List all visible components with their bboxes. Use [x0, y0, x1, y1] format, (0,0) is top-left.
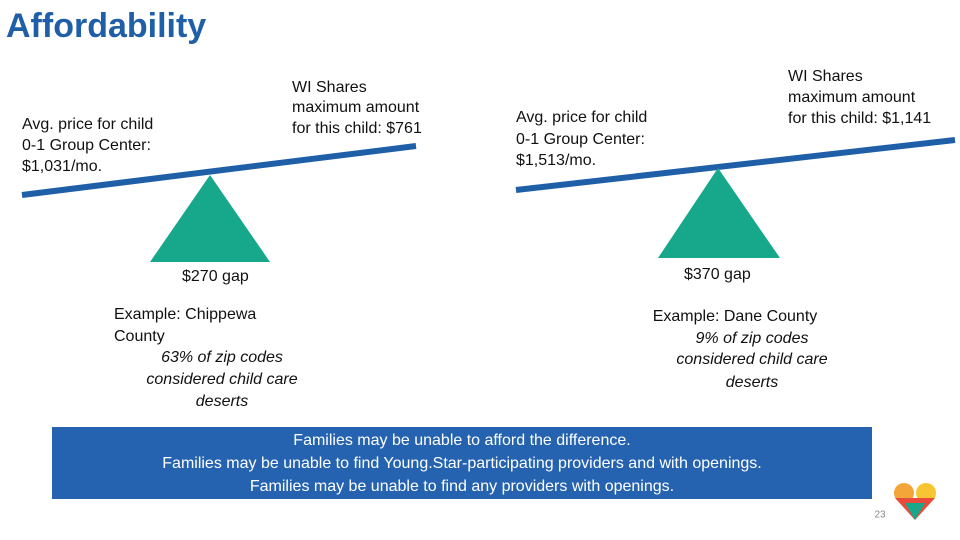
price-label: $1,031/mo.	[22, 158, 102, 175]
shares-label: for this child: $761	[292, 120, 422, 137]
stat: 63% of zip codes	[161, 349, 283, 366]
shares-label: for this child: $1,141	[788, 110, 931, 127]
shares-label: maximum amount	[292, 99, 420, 116]
gap-label: $370 gap	[684, 266, 751, 283]
beam	[515, 137, 956, 193]
shares-label: maximum amount	[788, 89, 916, 106]
logo	[894, 483, 936, 520]
stat: deserts	[726, 374, 778, 391]
banner-line: Families may be unable to find any provi…	[250, 478, 674, 495]
price-label: 0-1 Group Center:	[516, 131, 645, 148]
fulcrum	[150, 175, 270, 262]
slide-title: Affordability	[6, 7, 206, 45]
beam	[21, 143, 417, 198]
banner-line: Families may be unable to afford the dif…	[293, 432, 630, 449]
fulcrum	[658, 168, 780, 258]
stat: considered child care	[146, 371, 297, 388]
stat: considered child care	[676, 351, 827, 368]
example: Example: Dane County	[653, 308, 818, 325]
gap-label: $270 gap	[182, 268, 249, 285]
stat: 9% of zip codes	[696, 330, 809, 347]
banner-line: Families may be unable to find Young.Sta…	[162, 455, 761, 472]
example: Example: Chippewa	[114, 306, 256, 323]
price-label: Avg. price for child	[22, 116, 153, 133]
price-label: $1,513/mo.	[516, 152, 596, 169]
shares-label: WI Shares	[788, 68, 863, 85]
example: County	[114, 328, 165, 345]
stat: deserts	[196, 393, 248, 410]
price-label: 0-1 Group Center:	[22, 137, 151, 154]
page-number: 23	[874, 510, 886, 521]
shares-label: WI Shares	[292, 79, 367, 96]
price-label: Avg. price for child	[516, 109, 647, 126]
banner	[52, 427, 872, 499]
